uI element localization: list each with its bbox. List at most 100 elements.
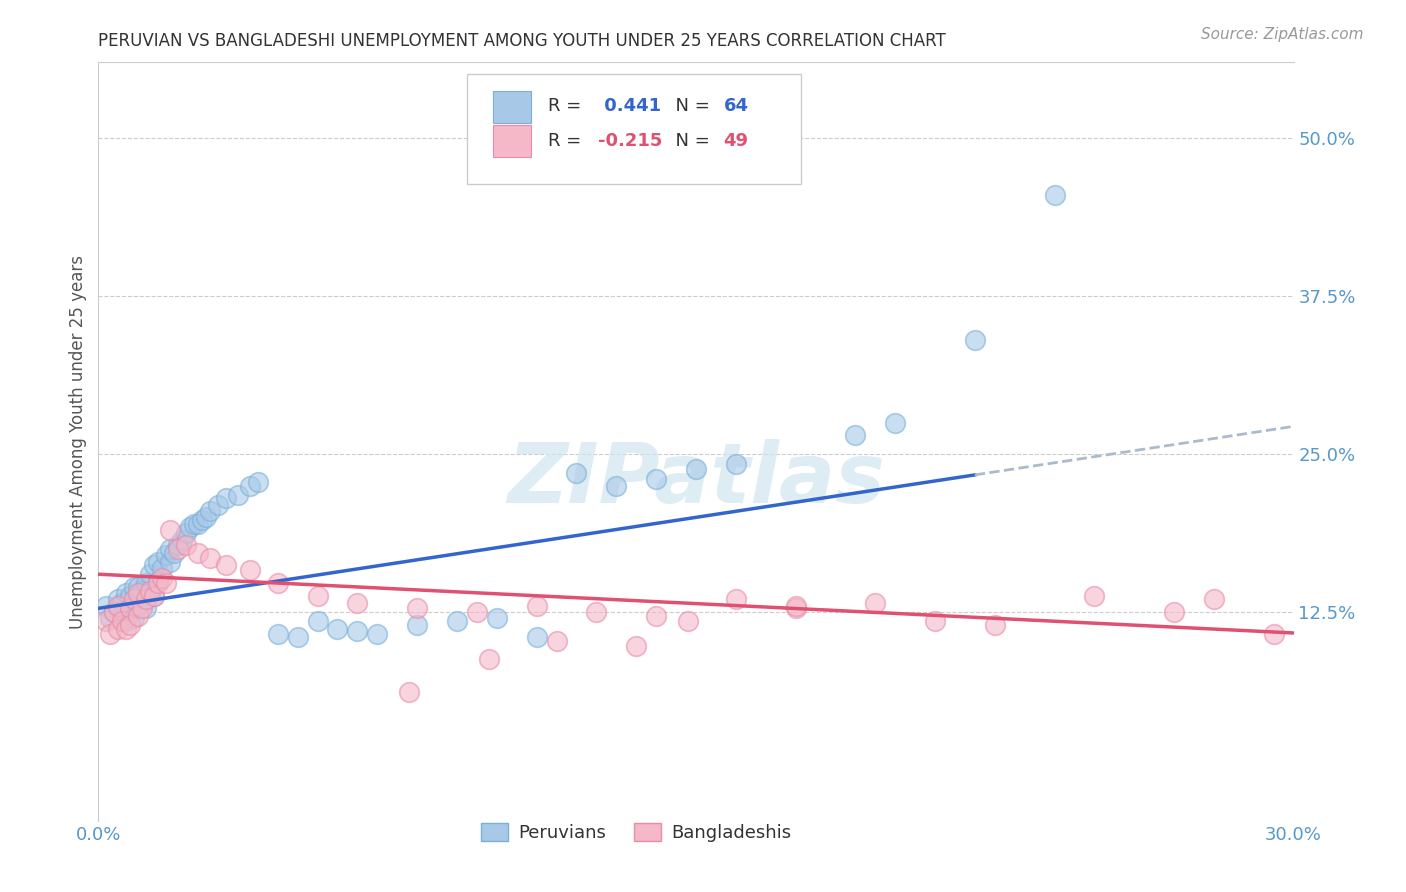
Point [107, 622, 129, 636]
Point [366, 626, 388, 640]
Point [167, 541, 190, 556]
Point [246, 475, 269, 489]
Point [148, 576, 170, 591]
Text: ZIPatlas: ZIPatlas [508, 439, 884, 520]
Point [124, 611, 146, 625]
Point [115, 586, 138, 600]
Point [187, 516, 209, 531]
Point [191, 513, 214, 527]
Point [179, 520, 201, 534]
Point [107, 601, 129, 615]
Point [96, 599, 118, 613]
Point [785, 601, 807, 615]
Point [195, 510, 218, 524]
Point [135, 576, 157, 591]
Point [187, 546, 209, 560]
Point [565, 466, 588, 480]
Point [924, 614, 946, 628]
Point [139, 583, 162, 598]
Point [215, 491, 238, 506]
Point [107, 599, 129, 613]
Point [884, 416, 907, 430]
Point [406, 617, 429, 632]
Point [111, 609, 134, 624]
Point [143, 589, 166, 603]
Point [127, 609, 149, 624]
Point [267, 576, 290, 591]
Point [120, 601, 142, 615]
Point [163, 546, 186, 560]
Point [267, 626, 290, 640]
Point [346, 624, 368, 639]
Point [167, 538, 190, 552]
Text: N =: N = [664, 97, 716, 115]
Text: 49: 49 [724, 131, 748, 150]
Point [984, 617, 1007, 632]
Point [115, 614, 138, 628]
Point [124, 592, 146, 607]
Point [1083, 589, 1105, 603]
Text: PERUVIAN VS BANGLADESHI UNEMPLOYMENT AMONG YOUTH UNDER 25 YEARS CORRELATION CHAR: PERUVIAN VS BANGLADESHI UNEMPLOYMENT AMO… [98, 32, 946, 50]
Point [111, 614, 134, 628]
Point [626, 639, 648, 653]
Point [150, 561, 173, 575]
Text: R =: R = [548, 97, 586, 115]
Point [1043, 188, 1066, 202]
Point [239, 564, 262, 578]
FancyBboxPatch shape [467, 74, 801, 184]
Point [127, 589, 149, 603]
Point [406, 601, 429, 615]
Point [226, 487, 249, 501]
Point [96, 614, 118, 628]
Point [143, 558, 166, 573]
Point [239, 479, 262, 493]
Text: R =: R = [548, 131, 586, 150]
Point [1263, 626, 1285, 640]
Point [183, 516, 205, 531]
Point [307, 589, 329, 603]
Point [398, 685, 420, 699]
Point [676, 614, 699, 628]
Point [645, 473, 668, 487]
Text: -0.215: -0.215 [598, 131, 662, 150]
Point [585, 605, 607, 619]
Point [446, 614, 468, 628]
Point [159, 555, 181, 569]
Point [103, 605, 125, 619]
Point [546, 634, 568, 648]
Point [172, 533, 194, 547]
Point [131, 583, 153, 598]
Point [1163, 605, 1185, 619]
FancyBboxPatch shape [494, 91, 531, 123]
Point [724, 592, 747, 607]
Text: 0.441: 0.441 [598, 97, 661, 115]
Text: N =: N = [664, 131, 716, 150]
Y-axis label: Unemployment Among Youth under 25 years: Unemployment Among Youth under 25 years [69, 254, 87, 629]
Point [159, 523, 181, 537]
Point [465, 605, 488, 619]
Legend: Peruvians, Bangladeshis: Peruvians, Bangladeshis [474, 815, 799, 849]
Point [198, 504, 221, 518]
Point [207, 498, 229, 512]
Point [865, 596, 887, 610]
Point [785, 599, 807, 613]
Point [135, 601, 157, 615]
Point [605, 479, 627, 493]
Point [155, 548, 177, 563]
Point [645, 609, 668, 624]
Point [98, 611, 122, 625]
Point [287, 631, 309, 645]
Point [198, 550, 221, 565]
Point [326, 622, 349, 636]
Point [526, 599, 548, 613]
Point [148, 555, 170, 569]
Point [307, 614, 329, 628]
Point [148, 574, 170, 588]
Point [685, 462, 707, 476]
Point [174, 525, 197, 540]
Text: 64: 64 [724, 97, 748, 115]
Point [139, 567, 162, 582]
Point [98, 626, 122, 640]
Point [103, 605, 125, 619]
FancyBboxPatch shape [494, 126, 531, 157]
